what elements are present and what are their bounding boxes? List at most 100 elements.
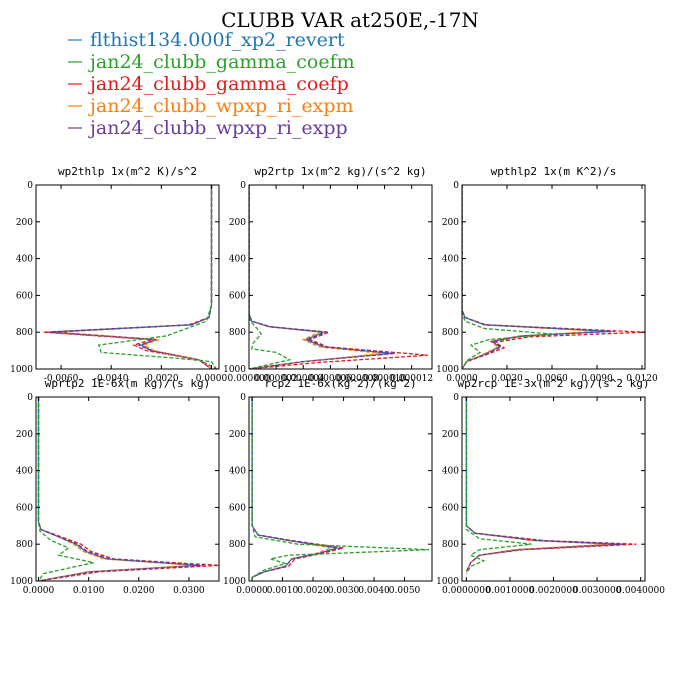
- y-tick-label: 800: [229, 328, 246, 338]
- legend-entry: jan24_clubb_wpxp_ri_expm: [88, 95, 354, 117]
- series-group: [462, 185, 645, 369]
- legend-entry: jan24_clubb_gamma_coefp: [88, 73, 349, 95]
- y-tick-label: 400: [442, 467, 459, 477]
- x-tick-label: 0.000012: [390, 374, 433, 384]
- x-tick-label: 0.0000: [236, 586, 268, 596]
- legend-entry: jan24_clubb_wpxp_ri_expp: [88, 117, 348, 139]
- panel-frame: [248, 184, 433, 370]
- profile-panel: wp2rtp 1x(m^2 kg)/(s^2 kg) 0 200 400 600 800 1…: [223, 165, 433, 384]
- y-tick-label: 800: [229, 540, 246, 550]
- x-tick-label: 0.000000: [228, 374, 271, 384]
- y-tick-label: 800: [442, 540, 459, 550]
- x-tick-label: 0.0020000: [529, 586, 578, 596]
- x-tick-label: 0.0030: [328, 586, 360, 596]
- y-tick-label: 200: [229, 430, 246, 440]
- x-tick-label: 0.0000: [446, 374, 478, 384]
- x-tick-label: -0.0060: [44, 374, 79, 384]
- y-tick-label: 600: [442, 291, 459, 301]
- x-tick-label: 0.0050: [389, 586, 421, 596]
- x-tick-label: 0.0000000: [442, 586, 491, 596]
- y-tick-label: 200: [229, 218, 246, 228]
- y-tick-label: 1000: [436, 577, 459, 587]
- x-tick-label: 0.000004: [282, 374, 325, 384]
- y-tick-label: 1000: [436, 365, 459, 375]
- y-tick-label: 1000: [10, 365, 33, 375]
- x-tick-label: 0.000008: [336, 374, 379, 384]
- x-tick-label: 0.0200: [123, 586, 155, 596]
- x-tick-label: 0.0120: [626, 374, 658, 384]
- panel-title: wprtp2 1E-6x(m kg)/(s kg): [45, 377, 211, 390]
- y-tick-label: 200: [442, 430, 459, 440]
- series-group: [249, 185, 428, 369]
- profile-panel: wp2rcp 1E-3x(m^2 kg)/(s^2 kg) 0 200 400 600 8…: [436, 377, 665, 596]
- y-tick-label: 600: [16, 503, 33, 513]
- y-tick-label: 0: [240, 393, 246, 403]
- series-line: [465, 397, 611, 573]
- legend-entry: jan24_clubb_gamma_coefm: [88, 51, 355, 73]
- x-tick-label: 0.0020: [297, 586, 329, 596]
- panel-title: rcp2 1E-6x(kg^2)/(kg^2): [264, 377, 416, 390]
- series-line: [462, 185, 616, 369]
- x-tick-label: 0.0030: [491, 374, 523, 384]
- legend-entry: flthist134.000f_xp2_revert: [90, 29, 345, 51]
- panel-frame: [35, 396, 220, 582]
- series-group: [251, 397, 429, 578]
- y-tick-label: 200: [16, 430, 33, 440]
- y-tick-label: 1000: [223, 577, 246, 587]
- panel-title: wp2rcp 1E-3x(m^2 kg)/(s^2 kg): [457, 377, 649, 390]
- series-group: [37, 397, 219, 581]
- x-tick-label: -0.0040: [94, 374, 129, 384]
- y-tick-label: 800: [16, 540, 33, 550]
- profile-panel: wprtp2 1E-6x(m kg)/(s kg) 0 200 400 600 800 10…: [10, 377, 220, 596]
- x-tick-label: 0.0000: [196, 374, 228, 384]
- series-line: [462, 185, 601, 369]
- profile-panel: wpthlp2 1x(m K^2)/s020040060080010000.00…: [436, 165, 658, 384]
- series-line: [465, 397, 532, 574]
- y-tick-label: 600: [229, 291, 246, 301]
- panel-grid: wp2thlp 1x(m^2 K)/s^2 0 200 400 600 800 1000 -0…: [10, 165, 665, 596]
- profile-panel: wp2thlp 1x(m^2 K)/s^2 0 200 400 600 800 1000 -0…: [10, 165, 227, 384]
- y-tick-label: 0: [27, 181, 33, 191]
- y-tick-label: 0: [240, 181, 246, 191]
- y-tick-label: 800: [16, 328, 33, 338]
- y-tick-label: 0: [453, 181, 459, 191]
- panel-title: wp2thlp 1x(m^2 K)/s^2: [58, 165, 197, 178]
- y-tick-label: 200: [442, 218, 459, 228]
- panel-frame: [461, 184, 646, 370]
- panel-frame: [248, 396, 433, 582]
- y-tick-label: 400: [16, 255, 33, 265]
- x-tick-label: 0.0100: [73, 586, 105, 596]
- y-tick-label: 600: [16, 291, 33, 301]
- y-tick-label: 600: [229, 503, 246, 513]
- series-line: [251, 397, 341, 578]
- series-group: [465, 397, 637, 574]
- y-tick-label: 200: [16, 218, 33, 228]
- series-line: [249, 185, 292, 369]
- series-line: [37, 397, 94, 581]
- y-tick-label: 600: [442, 503, 459, 513]
- y-tick-label: 0: [453, 393, 459, 403]
- series-line: [56, 185, 213, 369]
- series-group: [43, 185, 218, 369]
- y-tick-label: 1000: [223, 365, 246, 375]
- y-tick-label: 800: [442, 328, 459, 338]
- series-line: [251, 397, 429, 578]
- x-tick-label: 0.0000: [23, 586, 55, 596]
- y-tick-label: 0: [27, 393, 33, 403]
- y-tick-label: 400: [229, 255, 246, 265]
- series-line: [462, 185, 610, 369]
- x-tick-label: 0.0040: [358, 586, 390, 596]
- y-tick-label: 400: [229, 467, 246, 477]
- series-line: [37, 397, 219, 581]
- x-tick-label: 0.0300: [173, 586, 205, 596]
- series-line: [251, 397, 334, 578]
- panel-title: wpthlp2 1x(m K^2)/s: [491, 165, 617, 178]
- series-line: [97, 185, 218, 369]
- series-line: [462, 185, 553, 369]
- x-tick-label: 0.000006: [309, 374, 352, 384]
- series-line: [249, 185, 428, 369]
- x-tick-label: 0.0010: [267, 586, 299, 596]
- x-tick-label: 0.0030000: [573, 586, 622, 596]
- series-line: [465, 397, 624, 573]
